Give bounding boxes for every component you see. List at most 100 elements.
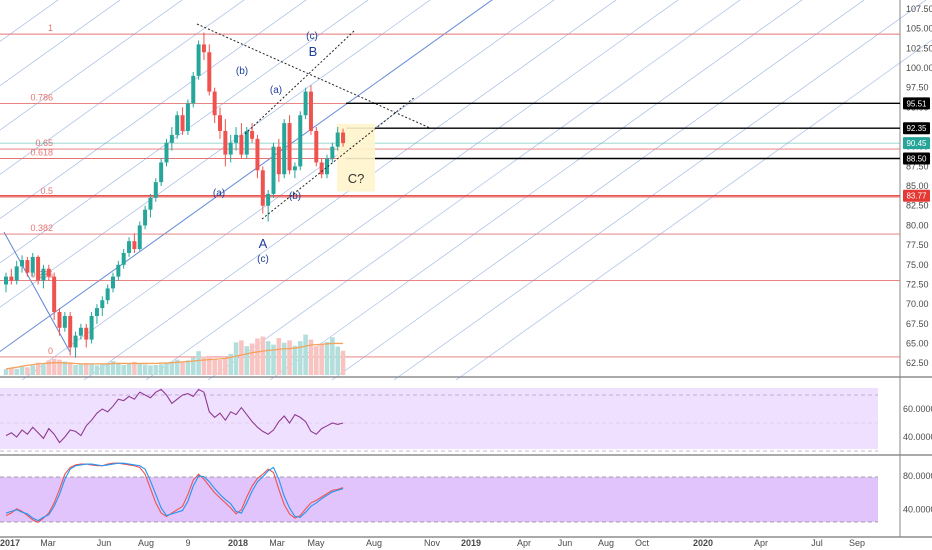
- time-axis-tick: 9: [185, 538, 190, 548]
- wave-label: A: [259, 236, 268, 251]
- candle-body: [127, 241, 132, 253]
- candle-body: [46, 268, 51, 277]
- candle-body: [84, 327, 89, 340]
- channel-line[interactable]: [0, 0, 458, 380]
- channel-line[interactable]: [0, 0, 148, 380]
- parallel-channel[interactable]: [0, 0, 932, 381]
- volume-bar: [276, 338, 282, 375]
- volume-bar: [196, 351, 201, 375]
- time-axis-tick: Apr: [517, 538, 531, 548]
- volume-bar: [239, 340, 244, 375]
- volume-bar: [41, 364, 46, 375]
- volume-bar: [126, 363, 132, 375]
- trendlines[interactable]: [196, 23, 431, 220]
- channel-line[interactable]: [0, 0, 396, 380]
- wave-label: (b): [289, 191, 301, 202]
- channel-line[interactable]: [0, 0, 24, 380]
- volume-bar: [180, 362, 185, 375]
- price-tag-label: 88.50: [906, 155, 927, 164]
- channel-line[interactable]: [145, 0, 706, 381]
- volume-bar: [30, 365, 36, 375]
- candle-body: [73, 335, 78, 348]
- channel-start-line[interactable]: [3, 231, 71, 353]
- volume-bar: [67, 363, 73, 375]
- channel-line[interactable]: [0, 0, 334, 380]
- candle-body: [121, 252, 126, 265]
- descending-trendline[interactable]: [196, 23, 431, 129]
- volume-bar: [46, 360, 52, 375]
- candle-body: [341, 132, 346, 144]
- candle-body: [292, 166, 297, 171]
- channel-line[interactable]: [21, 0, 582, 381]
- candle-body: [169, 134, 174, 143]
- volume-bar: [260, 336, 266, 375]
- osc1-line: [5, 388, 344, 444]
- volume-bar: [265, 341, 271, 375]
- price-tag-label: 90.45: [906, 139, 927, 148]
- osc2-axis-tick: 40.0000: [903, 505, 932, 515]
- fib-level-label: 0.382: [30, 223, 53, 233]
- candle-body: [153, 182, 158, 198]
- upper-wedge-line[interactable]: [244, 30, 355, 135]
- candle-body: [276, 146, 281, 175]
- price-axis-tick: 102.50: [906, 43, 932, 53]
- candle-body: [89, 315, 94, 340]
- volume-bar: [153, 365, 159, 375]
- volume-bar: [83, 363, 89, 375]
- volume-bar: [25, 367, 30, 375]
- lower-wedge-line[interactable]: [261, 96, 416, 220]
- volume-bar: [201, 356, 207, 375]
- candle-body: [185, 103, 190, 131]
- candle-body: [180, 115, 185, 131]
- volume-bar: [297, 341, 303, 375]
- volume-bar: [57, 359, 62, 375]
- volume-bar: [174, 359, 180, 375]
- channel-line[interactable]: [0, 0, 520, 380]
- candle-body: [218, 115, 222, 131]
- candle-body: [4, 276, 8, 285]
- price-tag: [903, 152, 930, 165]
- volume-bar: [142, 364, 148, 375]
- channel-line[interactable]: [393, 0, 932, 381]
- volume-bar: [314, 346, 319, 375]
- channel-line[interactable]: [0, 0, 210, 380]
- volume-bar: [271, 344, 276, 375]
- candle-body: [111, 276, 115, 289]
- channel-line[interactable]: [331, 0, 892, 381]
- price-tag-label: 92.35: [906, 124, 927, 133]
- volume-bar: [3, 369, 9, 375]
- channel-line[interactable]: [455, 0, 932, 381]
- channel-line[interactable]: [269, 0, 830, 381]
- candle-body: [244, 130, 249, 155]
- time-axis-tick: Mar: [40, 538, 56, 548]
- volume-bar: [207, 355, 212, 375]
- channel-line[interactable]: [0, 0, 272, 380]
- volume-bar: [100, 364, 105, 375]
- volume-bar: [14, 368, 19, 375]
- time-axis-tick: Apr: [754, 538, 768, 548]
- candle-body: [100, 300, 105, 309]
- time-axis-tick: Jun: [558, 538, 573, 548]
- price-axis-tick: 105.00: [906, 24, 932, 34]
- candle-body: [137, 225, 142, 250]
- volume-bar: [287, 340, 292, 375]
- candle-body: [234, 134, 239, 143]
- time-axis-tick: May: [307, 538, 325, 548]
- wave-label: (a): [270, 85, 282, 96]
- wave-label: (c): [306, 31, 318, 42]
- channel-line[interactable]: [207, 0, 768, 381]
- price-axis-tick: 97.50: [906, 83, 929, 93]
- time-axis-tick: Jun: [97, 538, 112, 548]
- volume-bar: [73, 365, 78, 375]
- price-axis-tick: 62.50: [906, 358, 929, 368]
- candle-body: [255, 138, 260, 171]
- price-axis-tick: 75.00: [906, 260, 929, 270]
- candle-body: [228, 142, 233, 155]
- volume-bar: [228, 353, 233, 375]
- time-axis-tick: Jul: [811, 538, 823, 548]
- candle-body: [314, 130, 319, 163]
- candle-body: [36, 256, 41, 281]
- fib-level-label: 1: [48, 23, 53, 33]
